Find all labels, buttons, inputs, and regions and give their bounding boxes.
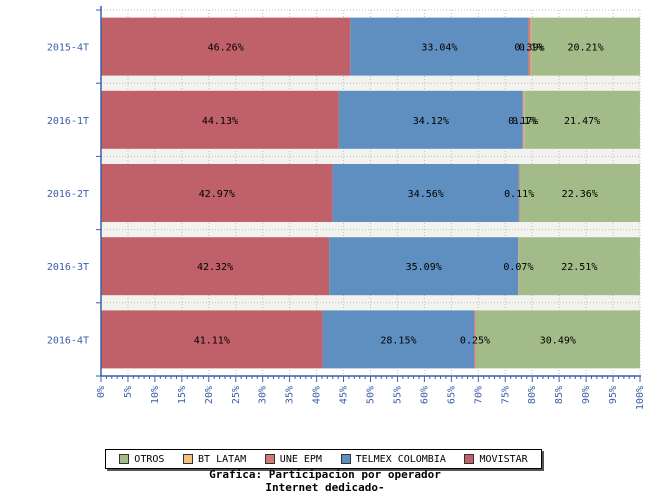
bar-segment-une-epm	[518, 164, 520, 222]
x-tick-label: 30%	[258, 386, 269, 404]
data-label: 0.1%	[512, 116, 536, 127]
bar-segment-bt-latam	[523, 90, 525, 149]
data-label: 22.51%	[561, 262, 597, 273]
legend-swatch	[340, 454, 351, 464]
stacked-bar-chart: 46.26% 33.04% 0.39%0.1% 20.21%44.13% 34.12% 0…	[47, 6, 646, 410]
x-tick-label: 50%	[366, 386, 377, 404]
data-label: 0.25%	[460, 335, 490, 346]
data-label: 0.39%	[514, 43, 544, 54]
x-tick-label: 0%	[96, 386, 107, 398]
bar-segment-movistar	[101, 237, 330, 296]
chart-caption: Grafica: Participacion por operador Inte…	[0, 468, 650, 494]
bar-segment-otros	[519, 164, 640, 222]
data-label: 42.97%	[199, 189, 235, 200]
data-label: 41.11%	[194, 335, 230, 346]
data-label: 22.36%	[562, 189, 598, 200]
x-tick-label: 80%	[527, 386, 538, 404]
bar-labels-group: 46.26% 33.04% 0.39%0.1% 20.21%44.13% 34.12% 0…	[194, 43, 604, 347]
data-label: 20.21%	[567, 43, 603, 54]
x-tick-label: 85%	[554, 386, 565, 404]
legend-label: OTROS	[134, 453, 165, 465]
x-tick-label: 25%	[231, 386, 242, 404]
bar-segment-une-epm	[474, 310, 476, 369]
legend-swatch	[183, 454, 194, 464]
bar-segment-otros	[531, 17, 640, 76]
legend-swatch	[264, 454, 275, 464]
x-tick-label: 10%	[150, 386, 161, 404]
legend: OTROS BT LATAM UNE EPM TELMEX COLOMBIA MOVIS…	[105, 449, 542, 469]
bar-segment-telmex-colombia	[322, 310, 475, 369]
data-label: 34.12%	[413, 116, 449, 127]
bar-segment-otros	[518, 237, 640, 296]
legend-label: TELMEX COLOMBIA	[355, 453, 446, 465]
y-tick-labels: 2015-4T 2016-1T 2016-2T 2016-3T 2016-4T	[47, 43, 89, 347]
x-tick-label: 65%	[446, 386, 457, 404]
y-tick-label: 2016-3T	[47, 262, 89, 273]
legend-swatch	[119, 454, 130, 464]
x-tick-label: 55%	[392, 386, 403, 404]
data-label: 33.04%	[421, 43, 457, 54]
bars-group	[101, 17, 640, 369]
chart-subtitle: Internet dedicado-	[265, 481, 385, 494]
legend-item: UNE EPM	[264, 453, 322, 465]
x-tick-label: 20%	[204, 386, 215, 404]
bar-segment-telmex-colombia	[350, 17, 529, 76]
data-label: 0.1%	[519, 43, 543, 54]
legend-label: MOVISTAR	[479, 453, 528, 465]
x-tick-label: 15%	[177, 386, 188, 404]
bar-segment-bt-latam	[530, 17, 532, 76]
bar-segment-movistar	[101, 90, 339, 149]
data-label: 0.11%	[504, 189, 534, 200]
x-tick-label: 35%	[285, 386, 296, 404]
y-tick-label: 2016-1T	[47, 116, 89, 127]
x-tick-label: 70%	[473, 386, 484, 404]
legend-label: UNE EPM	[279, 453, 322, 465]
data-label: 34.56%	[408, 189, 444, 200]
data-label: 0.17%	[508, 116, 538, 127]
legend-swatch	[464, 454, 475, 464]
x-tick-label: 95%	[608, 386, 619, 404]
y-tick-label: 2016-4T	[47, 335, 89, 346]
x-tick-label: 75%	[500, 386, 511, 404]
bar-segment-movistar	[101, 310, 323, 369]
chart-title: Grafica: Participacion por operador	[209, 468, 441, 481]
data-label: 0.07%	[503, 262, 533, 273]
bar-segment-otros	[524, 90, 640, 149]
x-tick-label: 90%	[581, 386, 592, 404]
data-label: 35.09%	[406, 262, 442, 273]
y-tick-label: 2015-4T	[47, 43, 89, 54]
x-tick-label: 45%	[339, 386, 350, 404]
x-tick-label: 40%	[312, 386, 323, 404]
bar-segment-otros	[475, 310, 640, 369]
x-tick-label: 60%	[419, 386, 430, 404]
x-tick-label: 100%	[635, 386, 646, 410]
bar-segment-movistar	[101, 17, 351, 76]
legend-item: BT LATAM	[183, 454, 246, 465]
data-label: 44.13%	[202, 116, 238, 127]
legend-item: MOVISTAR	[464, 453, 528, 465]
data-label: 30.49%	[540, 335, 576, 346]
legend-label: BT LATAM	[198, 453, 247, 465]
bar-segment-telmex-colombia	[329, 237, 519, 296]
x-tick-labels: 0% 5% 10% 15% 20% 25% 30% 35% 40% 45% 50% 55% 60% 65%…	[96, 386, 646, 410]
legend-item: TELMEX COLOMBIA	[340, 453, 446, 465]
bar-segment-telmex-colombia	[332, 164, 519, 222]
bar-segment-movistar	[101, 164, 333, 222]
y-tick-label: 2016-2T	[47, 189, 89, 200]
data-label: 21.47%	[564, 116, 600, 127]
data-label: 42.32%	[197, 262, 233, 273]
axes-group	[96, 6, 641, 382]
bar-segment-telmex-colombia	[338, 90, 523, 149]
data-label: 46.26%	[208, 43, 244, 54]
x-tick-label: 5%	[123, 386, 134, 398]
data-label: 28.15%	[380, 335, 416, 346]
legend-item: OTROS	[119, 454, 164, 465]
bar-segment-une-epm	[528, 17, 531, 76]
bar-segment-une-epm	[522, 90, 524, 149]
